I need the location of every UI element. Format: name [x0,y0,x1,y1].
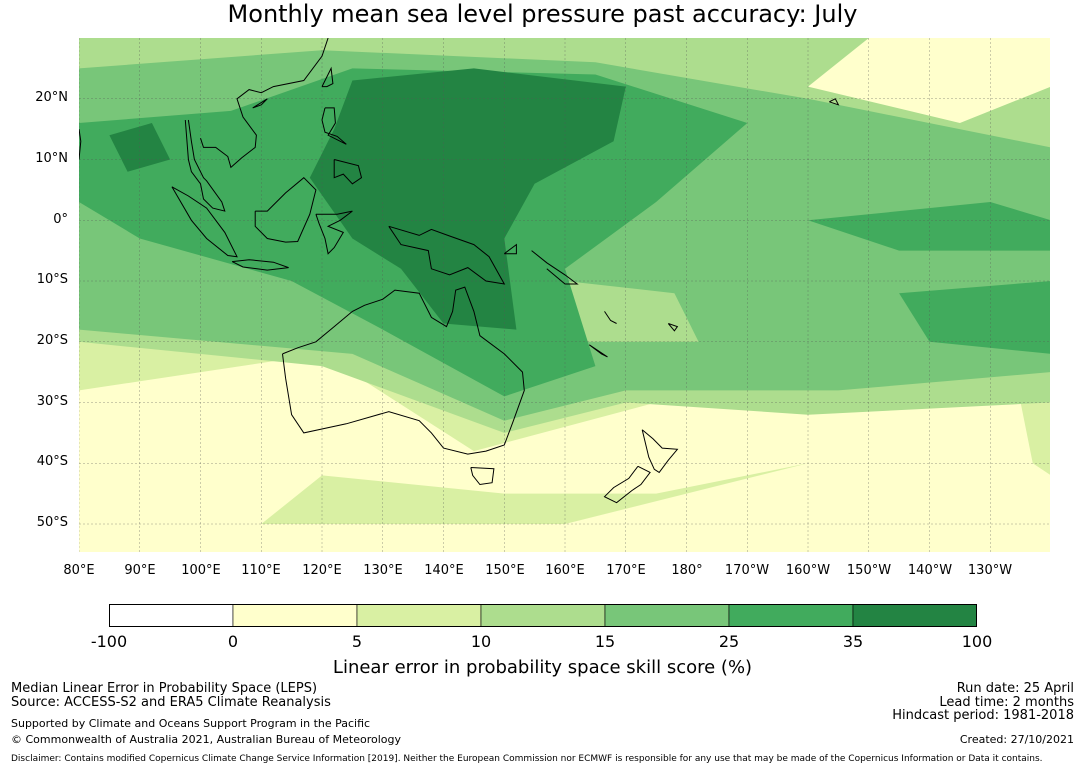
skill-score-regions [79,38,1050,552]
coastline [282,286,525,455]
lat-tick-label: 40°S [36,454,68,469]
lon-tick-label: 90°E [124,563,156,578]
colorbar-tick-label: 10 [470,632,492,651]
footer-lead-time: Lead time: 2 months [939,695,1074,710]
lon-tick-label: 140°W [907,563,953,578]
colorbar-swatch [728,604,854,627]
colorbar-swatch [356,604,482,627]
footer-method: Median Linear Error in Probability Space… [11,681,318,696]
lon-tick-label: 160°E [545,563,585,578]
colorbar-tick-label: 100 [961,632,993,651]
coastline [315,210,353,255]
colorbar-tick-label: -100 [90,632,128,651]
coastline [184,119,226,212]
coastline [603,465,651,504]
map-title: Monthly mean sea level pressure past acc… [227,0,858,28]
colorbar-tick-label: 0 [227,632,239,651]
coastline [667,323,679,332]
lat-tick-label: 10°S [36,272,68,287]
coastline [171,186,238,258]
lon-tick-label: 130°E [363,563,403,578]
lon-tick-label: 80°E [63,563,95,578]
lat-tick-label: 0° [53,212,68,227]
lon-tick-label: 140°E [424,563,464,578]
colorbar-swatch [109,604,234,627]
coastline [604,311,617,324]
coastline [531,250,579,285]
colorbar-tick-label: 5 [351,632,363,651]
colorbar-tick-label: 35 [842,632,864,651]
coastline [470,467,495,486]
footer-source: Source: ACCESS-S2 and ERA5 Climate Reana… [11,695,331,710]
skill-score-map [79,38,1050,552]
lon-tick-label: 130°W [967,563,1013,578]
lon-tick-label: 170°W [724,563,770,578]
coastline [333,159,363,185]
coastline [321,66,334,88]
skill-region [565,281,699,342]
coastline [388,225,506,285]
coastlines [79,38,840,504]
skill-region [899,281,1050,354]
colorbar-swatch [480,604,606,627]
footer-created: Created: 27/10/2021 [959,733,1074,746]
footer-support: Supported by Climate and Oceans Support … [11,717,371,730]
footer-copyright: © Commonwealth of Australia 2021, Austra… [11,733,401,746]
lat-tick-label: 10°N [35,151,68,166]
lon-tick-label: 160°W [785,563,831,578]
coastline [321,107,347,145]
coastline [252,98,268,109]
lon-tick-label: 150°E [485,563,525,578]
lon-tick-label: 110°E [241,563,281,578]
coastline [254,177,317,243]
skill-region [309,68,626,330]
lon-tick-label: 100°E [181,563,221,578]
lat-tick-label: 50°S [36,515,68,530]
coastline [79,129,82,160]
footer-hindcast-period: Hindcast period: 1981-2018 [892,708,1074,723]
coastline [829,98,840,106]
colorbar-tick-label: 15 [594,632,616,651]
skill-region [261,463,808,524]
colorbar-swatch [852,604,977,627]
coastline [231,259,289,271]
colorbar-label: Linear error in probability space skill … [332,657,753,678]
lat-tick-label: 30°S [36,394,68,409]
coastline [503,243,517,255]
colorbar-border [109,604,977,627]
footer-run-date: Run date: 25 April [956,681,1074,696]
lon-tick-label: 120°E [302,563,342,578]
coastline [589,344,608,358]
lon-tick-label: 180° [671,563,703,578]
lon-tick-label: 170°E [606,563,646,578]
colorbar-tick-label: 25 [718,632,740,651]
map-gridlines [79,38,1050,552]
lat-tick-label: 20°S [36,333,68,348]
colorbar [109,604,977,627]
coastline [200,38,329,169]
footer-disclaimer: Disclaimer: Contains modified Copernicus… [11,754,1043,764]
lat-tick-label: 20°N [35,90,68,105]
colorbar-swatch [604,604,730,627]
lon-tick-label: 150°W [846,563,892,578]
colorbar-swatch [232,604,358,627]
coastline [641,429,679,474]
